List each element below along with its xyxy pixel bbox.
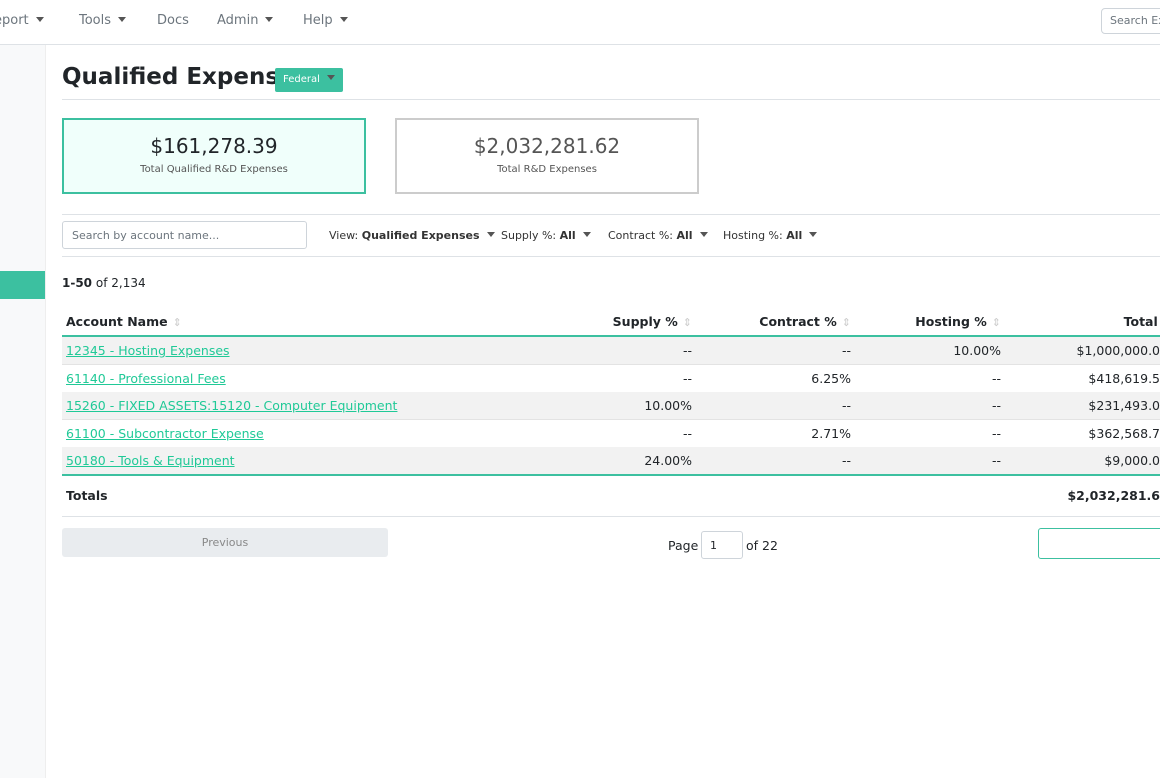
table-row <box>62 447 1160 475</box>
filter-dropdown[interactable]: View: Qualified Expenses <box>329 229 495 242</box>
nav-item[interactable]: Tools <box>79 13 126 28</box>
cell: -- <box>991 453 1001 468</box>
nav-search[interactable]: Search Ex <box>1101 8 1160 34</box>
cell: -- <box>682 343 692 358</box>
count-total: of 2,134 <box>95 276 146 290</box>
stat-amount: $2,032,281.62 <box>473 134 621 158</box>
cell: $1,000,000.0 <box>1076 343 1160 358</box>
header-border <box>62 335 1160 337</box>
filter-label: Supply %: <box>501 229 557 242</box>
cell: 10.00% <box>953 343 1001 358</box>
column-header[interactable]: Account Name <box>66 314 182 329</box>
account-link[interactable]: 61100 - Subcontractor Expense <box>66 425 264 441</box>
count-range: 1-50 <box>62 276 93 290</box>
filter-value: Qualified Expenses <box>361 229 480 242</box>
sidebar-active[interactable] <box>0 271 45 299</box>
divider <box>62 516 1160 517</box>
cell: -- <box>991 398 1001 413</box>
filter-dropdown[interactable]: Supply %: All <box>501 229 591 242</box>
table-row <box>62 337 1160 365</box>
jurisdiction-dropdown[interactable]: Federal <box>275 68 343 92</box>
stat-label: Total R&D Expenses <box>497 164 597 175</box>
cell: $9,000.0 <box>1104 453 1160 468</box>
page-label: Page <box>668 538 699 553</box>
totals-label: Totals <box>66 488 108 503</box>
cell: 6.25% <box>811 370 851 386</box>
cell: $362,568.7 <box>1088 425 1160 441</box>
account-search[interactable]: Search by account name... <box>62 221 307 249</box>
filter-value: All <box>559 229 576 242</box>
filter-label: Hosting %: <box>723 229 783 242</box>
page-input[interactable]: 1 <box>701 531 743 559</box>
filter-dropdown[interactable]: Hosting %: All <box>723 229 817 242</box>
nav-item[interactable]: Admin <box>217 13 273 28</box>
divider <box>62 256 1160 257</box>
stat-amount: $161,278.39 <box>150 134 278 158</box>
nav-item[interactable]: Help <box>303 13 348 28</box>
account-link[interactable]: 61140 - Professional Fees <box>66 370 226 386</box>
nav-border <box>0 44 1160 45</box>
table-row <box>62 364 1160 393</box>
cell: -- <box>991 425 1001 441</box>
cell: -- <box>841 398 851 413</box>
cell: -- <box>841 453 851 468</box>
column-header[interactable]: Total <box>1124 314 1160 329</box>
filter-value: All <box>676 229 693 242</box>
page-title: Qualified Expenses <box>62 64 309 90</box>
result-count: 1-50 of 2,134 <box>62 276 146 290</box>
stat-card: $161,278.39 Total Qualified R&D Expenses <box>62 118 366 194</box>
nav-item[interactable]: Docs <box>157 13 189 28</box>
cell: -- <box>991 370 1001 386</box>
column-header[interactable]: Supply % <box>613 314 692 329</box>
stat-label: Total Qualified R&D Expenses <box>140 164 288 175</box>
body-border <box>62 474 1160 476</box>
next-button[interactable] <box>1038 528 1160 559</box>
nav-item[interactable]: eport <box>0 13 44 28</box>
cell: $231,493.0 <box>1088 398 1160 413</box>
filter-label: Contract %: <box>608 229 673 242</box>
cell: 10.00% <box>644 398 692 413</box>
filter-dropdown[interactable]: Contract %: All <box>608 229 708 242</box>
cell: $418,619.5 <box>1088 370 1160 386</box>
cell: 24.00% <box>644 453 692 468</box>
cell: -- <box>682 370 692 386</box>
divider <box>62 99 1160 100</box>
account-link[interactable]: 12345 - Hosting Expenses <box>66 343 230 358</box>
account-link[interactable]: 15260 - FIXED ASSETS:15120 - Computer Eq… <box>66 398 398 413</box>
sidebar <box>0 45 46 778</box>
account-link[interactable]: 50180 - Tools & Equipment <box>66 453 235 468</box>
filter-value: All <box>786 229 803 242</box>
cell: -- <box>682 425 692 441</box>
cell: -- <box>841 343 851 358</box>
column-header[interactable]: Hosting % <box>915 314 1001 329</box>
divider <box>62 214 1160 215</box>
totals-value: $2,032,281.6 <box>1067 488 1160 503</box>
filter-label: View: <box>329 229 359 242</box>
stat-card: $2,032,281.62 Total R&D Expenses <box>395 118 699 194</box>
previous-button[interactable]: Previous <box>62 528 388 557</box>
column-header[interactable]: Contract % <box>759 314 851 329</box>
page-of: of 22 <box>746 538 778 553</box>
cell: 2.71% <box>811 425 851 441</box>
